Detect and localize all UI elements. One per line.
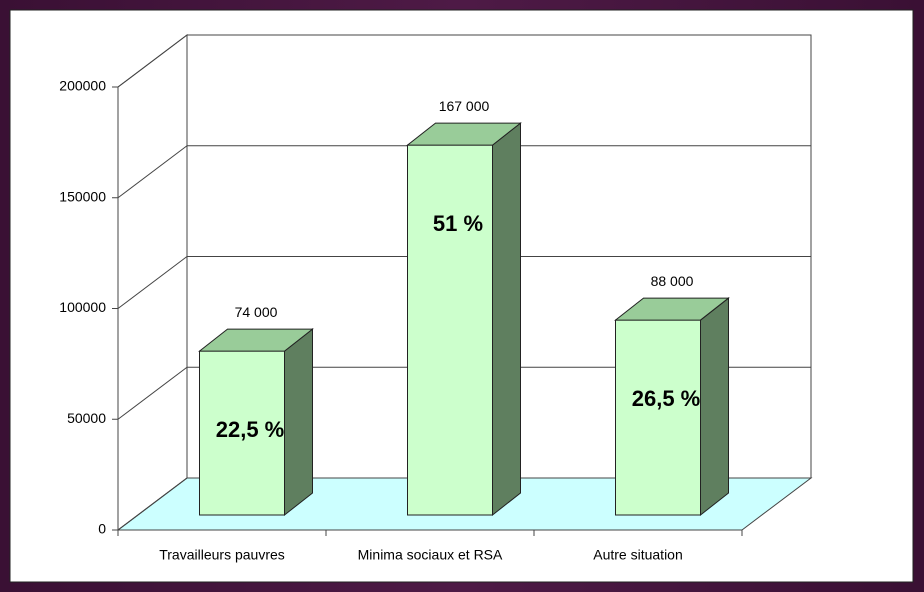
y-tick-label: 0: [98, 521, 106, 537]
annotation: 26,5 %: [632, 386, 701, 411]
annotation: 22,5 %: [216, 417, 285, 442]
x-tick-label: Travailleurs pauvres: [159, 547, 285, 563]
bar-side: [492, 122, 521, 517]
bar-top: [614, 297, 730, 321]
value-label: 74 000: [235, 304, 278, 320]
bar-top: [406, 122, 522, 146]
bar-top: [198, 328, 314, 352]
bar-side: [700, 297, 729, 517]
bar-side: [284, 328, 313, 517]
y-tick-label: 200000: [59, 78, 106, 94]
grid-line: [117, 477, 188, 531]
value-label: 167 000: [439, 98, 490, 114]
y-tick-label: 50000: [67, 410, 106, 426]
x-tick-label: Minima sociaux et RSA: [358, 547, 503, 563]
y-tick-label: 100000: [59, 299, 106, 315]
grid-line: [117, 256, 188, 309]
y-tick-label: 150000: [59, 188, 106, 204]
x-tick-label: Autre situation: [593, 547, 683, 563]
grid-line: [117, 366, 188, 420]
annotation: 51 %: [433, 211, 483, 236]
grid-line: [117, 145, 188, 199]
value-label: 88 000: [651, 273, 694, 289]
grid-line: [117, 34, 188, 88]
bar: [407, 144, 493, 516]
bar: [615, 319, 701, 516]
